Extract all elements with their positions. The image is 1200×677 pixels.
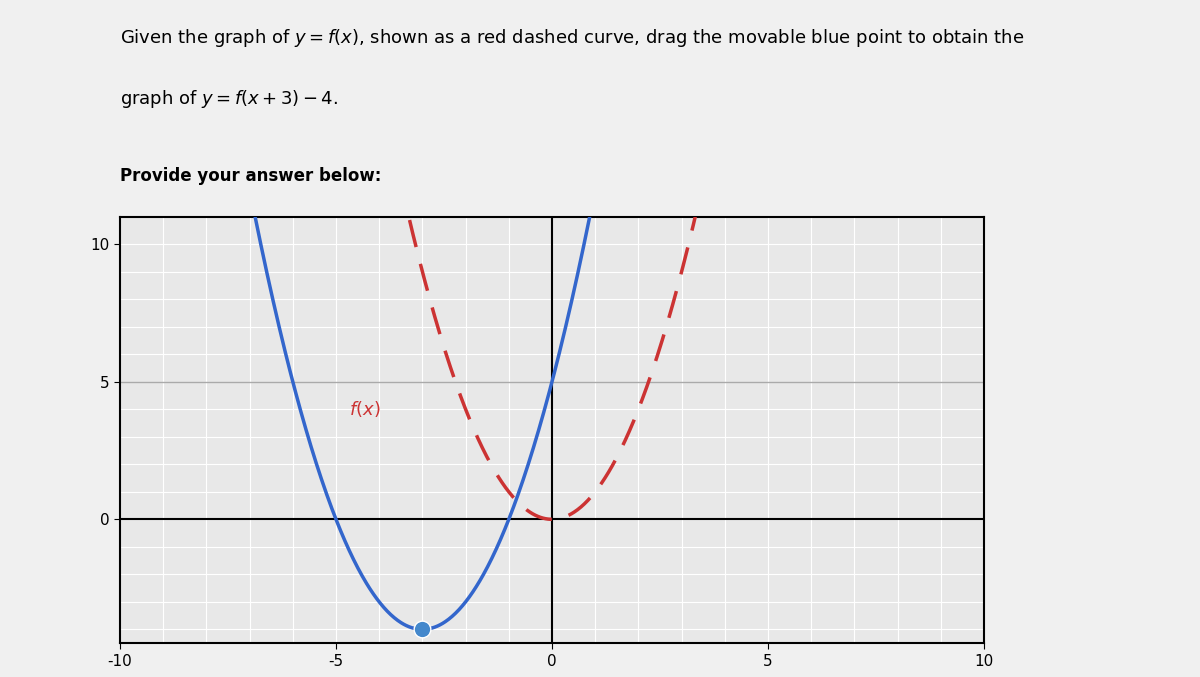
Text: $f(x)$: $f(x)$ <box>349 399 380 419</box>
Text: Given the graph of $y = f(x)$, shown as a red dashed curve, drag the movable blu: Given the graph of $y = f(x)$, shown as … <box>120 27 1025 49</box>
Text: Provide your answer below:: Provide your answer below: <box>120 167 382 185</box>
Text: graph of $y = f(x + 3) - 4$.: graph of $y = f(x + 3) - 4$. <box>120 88 338 110</box>
